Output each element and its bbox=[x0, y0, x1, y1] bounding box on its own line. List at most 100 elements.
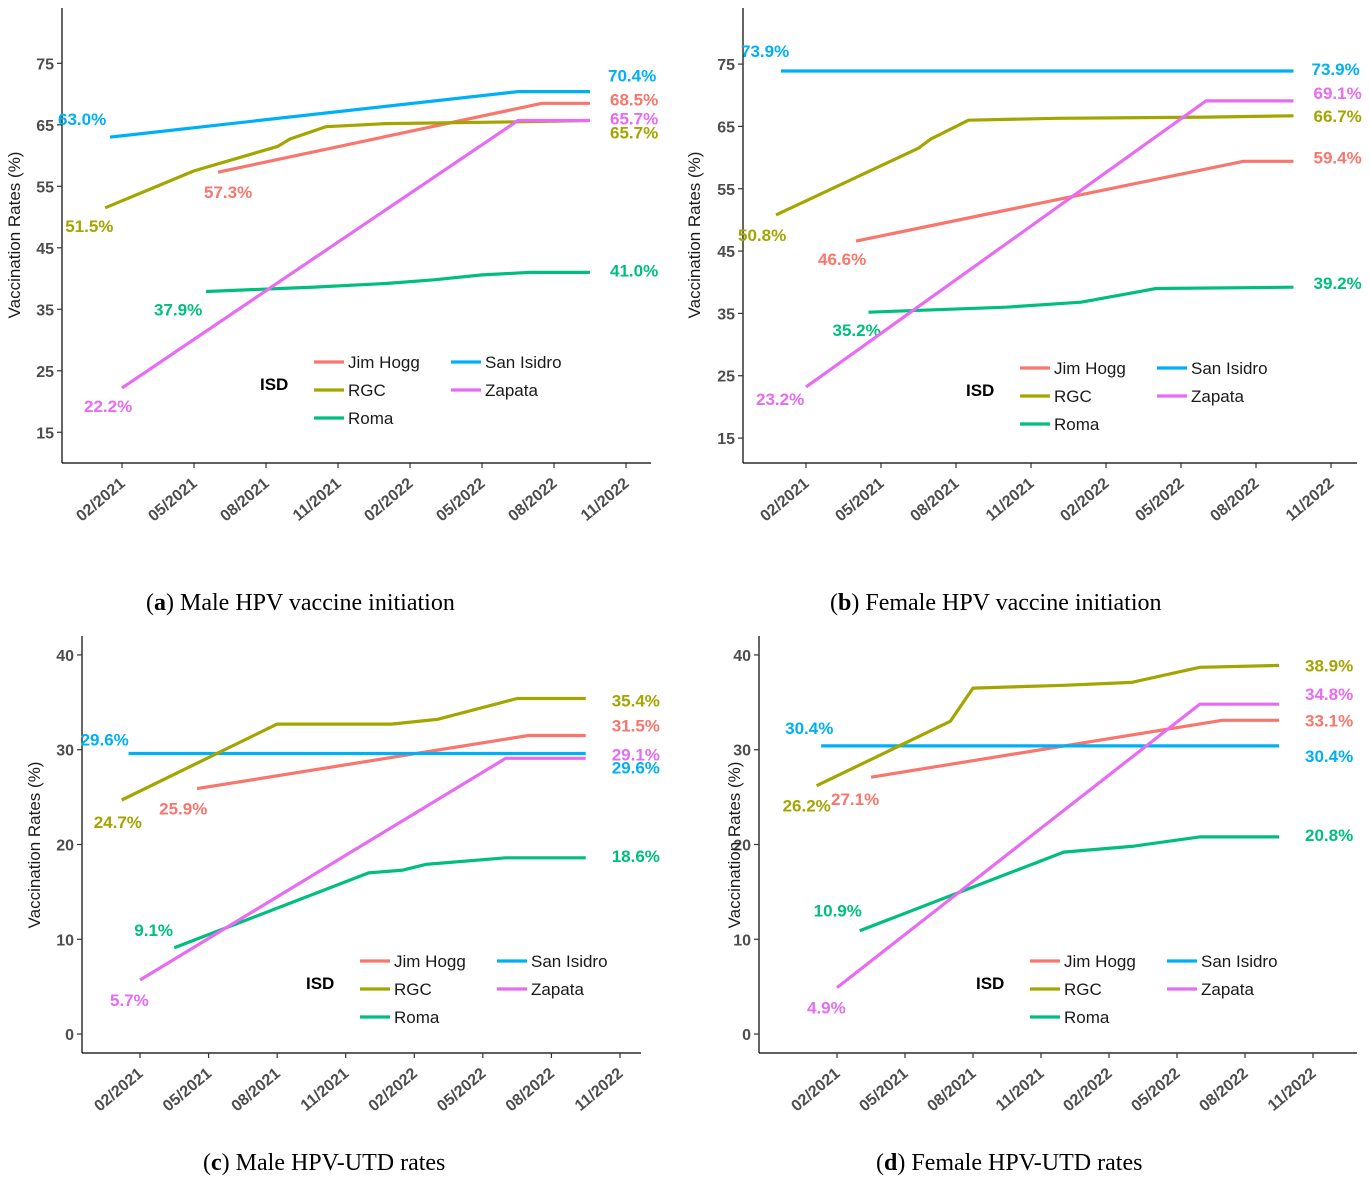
chart-panel-d: 0 10 20 30 40 02/2021 05/2021 08/2021 11/2021 02/… bbox=[725, 636, 1357, 1115]
x-tick-label: 11/2022 bbox=[578, 475, 633, 525]
legend-label: RGC bbox=[1064, 980, 1102, 999]
series-line-jim-hogg bbox=[217, 101, 590, 174]
start-value-label: 22.2% bbox=[84, 397, 132, 416]
start-value-label: 23.2% bbox=[756, 390, 804, 409]
x-tick-label: 05/2021 bbox=[160, 1065, 215, 1115]
legend-label: Roma bbox=[1064, 1008, 1110, 1027]
y-axis-title: Vaccination Rates (%) bbox=[685, 152, 704, 319]
x-tick-label: 08/2022 bbox=[1207, 475, 1262, 525]
x-tick-label: 08/2022 bbox=[505, 475, 560, 525]
x-tick-label: 11/2022 bbox=[1265, 1065, 1320, 1115]
caption-letter: b bbox=[838, 590, 852, 616]
y-tick-label: 45 bbox=[36, 241, 54, 258]
y-tick-label: 0 bbox=[65, 1027, 74, 1044]
end-value-label: 18.6% bbox=[612, 847, 660, 866]
legend-label: Zapata bbox=[531, 980, 584, 999]
caption-letter: a bbox=[154, 590, 166, 616]
end-value-label: 65.7% bbox=[610, 110, 658, 129]
x-tick-label: 08/2022 bbox=[503, 1065, 558, 1115]
x-tick-label: 11/2021 bbox=[983, 475, 1038, 525]
end-value-label: 70.4% bbox=[608, 67, 656, 86]
caption-panel-a: (a) Male HPV vaccine initiation bbox=[146, 590, 455, 616]
y-tick-label: 20 bbox=[733, 838, 751, 855]
start-value-label: 25.9% bbox=[159, 800, 207, 819]
end-value-label: 68.5% bbox=[610, 90, 658, 109]
start-value-label: 26.2% bbox=[783, 797, 831, 816]
chart-panel-a: 15 25 35 45 55 65 75 02/2021 05/2021 08/2021 11/20… bbox=[5, 8, 658, 525]
x-tick-label: 05/2022 bbox=[433, 475, 488, 525]
legend-title: ISD bbox=[966, 381, 994, 400]
start-value-label: 57.3% bbox=[204, 183, 252, 202]
x-tick-label: 05/2022 bbox=[434, 1065, 489, 1115]
start-value-label: 35.2% bbox=[833, 321, 881, 340]
legend-label: RGC bbox=[348, 381, 386, 400]
x-tick-label: 11/2021 bbox=[993, 1065, 1048, 1115]
start-value-label: 5.7% bbox=[110, 991, 149, 1010]
end-value-label: 39.2% bbox=[1314, 274, 1362, 293]
y-axis-title: Vaccination Rates (%) bbox=[25, 762, 44, 929]
y-tick-label: 40 bbox=[56, 648, 74, 665]
y-tick-label: 40 bbox=[733, 648, 751, 665]
series-line-rgc bbox=[104, 118, 591, 210]
x-tick-label: 05/2021 bbox=[856, 1065, 911, 1115]
legend-label: San Isidro bbox=[1201, 952, 1278, 971]
series-line-san-isidro bbox=[109, 89, 590, 139]
x-tick-label: 05/2021 bbox=[145, 475, 200, 525]
series-line-jim-hogg bbox=[855, 159, 1294, 243]
start-value-label: 27.1% bbox=[831, 790, 879, 809]
legend-label: Roma bbox=[394, 1008, 440, 1027]
legend-label: Jim Hogg bbox=[394, 952, 466, 971]
legend: ISD Jim Hogg RGC Roma San Isidro Zapata bbox=[966, 359, 1268, 434]
legend-label: Jim Hogg bbox=[1064, 952, 1136, 971]
x-tick-label: 08/2021 bbox=[907, 475, 962, 525]
legend-title: ISD bbox=[976, 974, 1004, 993]
start-value-label: 46.6% bbox=[818, 250, 866, 269]
x-tick-label: 05/2022 bbox=[1132, 475, 1187, 525]
caption-letter: d bbox=[884, 1150, 898, 1176]
x-tick-label: 08/2021 bbox=[228, 1065, 283, 1115]
caption-letter: c bbox=[211, 1150, 222, 1176]
caption-text: Female HPV-UTD rates bbox=[911, 1150, 1143, 1176]
x-tick-label: 02/2021 bbox=[757, 475, 812, 525]
legend-label: Roma bbox=[348, 409, 394, 428]
caption-text: Male HPV vaccine initiation bbox=[180, 590, 455, 616]
legend: ISD Jim Hogg RGC Roma San Isidro Zapata bbox=[260, 353, 562, 428]
x-tick-label: 02/2022 bbox=[1060, 1065, 1115, 1115]
series-line-zapata bbox=[805, 99, 1294, 389]
x-tick-label: 08/2021 bbox=[924, 1065, 979, 1115]
y-tick-label: 10 bbox=[56, 932, 74, 949]
y-tick-label: 25 bbox=[717, 369, 735, 386]
y-tick-label: 65 bbox=[36, 118, 54, 135]
y-tick-label: 35 bbox=[717, 306, 735, 323]
end-value-label: 35.4% bbox=[612, 692, 660, 711]
legend-label: RGC bbox=[394, 980, 432, 999]
legend-label: San Isidro bbox=[1191, 359, 1268, 378]
start-value-label: 73.9% bbox=[741, 42, 789, 61]
chart-panel-b: 15 25 35 45 55 65 75 02/2021 05/2021 08/2021 11/20… bbox=[685, 8, 1362, 525]
y-tick-label: 55 bbox=[717, 182, 735, 199]
end-value-label: 65.7% bbox=[610, 124, 658, 143]
series-line-jim-hogg bbox=[196, 733, 586, 791]
y-tick-label: 75 bbox=[36, 56, 54, 73]
caption-panel-b: (b) Female HPV vaccine initiation bbox=[830, 590, 1162, 616]
end-value-label: 66.7% bbox=[1314, 107, 1362, 126]
caption-panel-c: (c) Male HPV-UTD rates bbox=[203, 1150, 446, 1176]
series-line-rgc bbox=[775, 114, 1294, 217]
x-tick-label: 11/2021 bbox=[290, 475, 345, 525]
y-tick-label: 75 bbox=[717, 57, 735, 74]
x-tick-label: 11/2022 bbox=[1283, 475, 1338, 525]
legend-label: San Isidro bbox=[485, 353, 562, 372]
legend-label: Zapata bbox=[1191, 387, 1244, 406]
start-value-label: 50.8% bbox=[738, 226, 786, 245]
start-value-label: 63.0% bbox=[58, 110, 106, 129]
y-tick-label: 0 bbox=[742, 1027, 751, 1044]
start-value-label: 29.6% bbox=[81, 731, 129, 750]
x-tick-label: 02/2022 bbox=[361, 475, 416, 525]
x-tick-label: 05/2021 bbox=[832, 475, 887, 525]
y-tick-label: 25 bbox=[36, 364, 54, 381]
end-value-label: 59.4% bbox=[1314, 148, 1362, 167]
y-tick-label: 35 bbox=[36, 302, 54, 319]
y-axis-title: Vaccination Rates (%) bbox=[5, 152, 24, 319]
series-line-roma bbox=[868, 285, 1294, 314]
